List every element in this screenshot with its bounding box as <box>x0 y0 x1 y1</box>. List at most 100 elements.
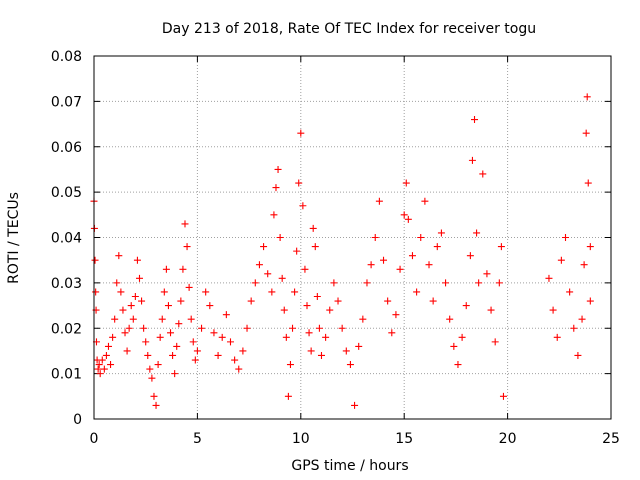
data-point <box>171 370 179 378</box>
data-point <box>169 351 177 359</box>
data-point <box>402 179 410 187</box>
data-point <box>315 324 323 332</box>
data-point <box>189 338 197 346</box>
data-point <box>586 297 594 305</box>
data-point <box>363 279 371 287</box>
data-point <box>92 288 100 296</box>
data-point <box>91 256 99 264</box>
data-point <box>400 211 408 219</box>
y-tick-label: 0.03 <box>51 276 82 292</box>
data-point <box>164 302 172 310</box>
data-point <box>218 333 226 341</box>
data-point <box>117 288 125 296</box>
data-point <box>268 288 276 296</box>
data-points <box>90 93 594 409</box>
data-point <box>317 351 325 359</box>
data-point <box>421 197 429 205</box>
data-point <box>284 392 292 400</box>
data-point <box>371 234 379 241</box>
data-point <box>473 229 481 237</box>
data-point <box>146 365 154 373</box>
data-point <box>413 288 421 296</box>
data-point <box>125 324 133 332</box>
data-point <box>425 261 433 269</box>
data-point <box>239 347 247 355</box>
data-point <box>198 324 206 332</box>
data-point <box>115 252 123 260</box>
data-point <box>322 333 330 341</box>
data-point <box>131 292 139 300</box>
data-point <box>334 297 342 305</box>
data-point <box>367 261 375 269</box>
data-point <box>231 356 239 364</box>
data-point <box>109 333 117 341</box>
plot-frame <box>93 55 612 420</box>
data-point <box>574 351 582 359</box>
data-point <box>326 306 334 314</box>
y-tick-label: 0.06 <box>51 140 82 156</box>
data-point <box>346 361 354 369</box>
data-point <box>111 315 119 323</box>
data-point <box>303 302 311 310</box>
data-point <box>297 129 305 137</box>
data-point <box>471 116 479 124</box>
data-point <box>466 252 474 260</box>
data-point <box>113 279 121 287</box>
data-point <box>289 324 297 332</box>
data-point <box>95 361 103 369</box>
data-point <box>202 288 210 296</box>
data-point <box>338 324 346 332</box>
data-point <box>437 229 445 237</box>
data-point <box>274 165 282 173</box>
data-point <box>545 274 553 282</box>
data-point <box>123 347 131 355</box>
data-point <box>282 333 290 341</box>
data-point <box>175 320 183 328</box>
data-point <box>570 324 578 332</box>
data-point <box>580 261 588 269</box>
data-point <box>305 329 313 337</box>
data-point <box>272 184 280 192</box>
data-point <box>167 329 175 337</box>
data-point <box>351 401 359 409</box>
data-point <box>384 297 392 305</box>
x-axis-label: GPS time / hours <box>291 458 408 474</box>
data-point <box>487 306 495 314</box>
data-point <box>299 202 307 210</box>
data-point <box>462 302 470 310</box>
data-point <box>408 252 416 260</box>
data-point <box>429 297 437 305</box>
data-point <box>483 270 491 278</box>
data-point <box>152 401 160 409</box>
data-point <box>442 279 450 287</box>
data-point <box>586 243 594 251</box>
data-point <box>497 243 505 251</box>
data-point <box>276 234 284 241</box>
data-point <box>557 256 565 264</box>
data-point <box>286 361 294 369</box>
data-point <box>102 351 110 359</box>
chart-title: Day 213 of 2018, Rate Of TEC Index for r… <box>162 21 536 37</box>
data-point <box>144 351 152 359</box>
data-point <box>475 279 483 287</box>
data-point <box>342 347 350 355</box>
data-point <box>206 302 214 310</box>
data-point <box>417 234 425 241</box>
data-point <box>388 329 396 337</box>
data-point <box>148 374 156 382</box>
data-point <box>375 197 383 205</box>
data-point <box>226 338 234 346</box>
data-point <box>458 333 466 341</box>
data-point <box>301 265 309 273</box>
data-point <box>181 220 189 228</box>
data-point <box>100 365 108 373</box>
data-point <box>98 356 106 364</box>
y-tick-label: 0.04 <box>51 231 82 247</box>
data-point <box>264 270 272 278</box>
data-point <box>127 302 135 310</box>
data-point <box>247 297 255 305</box>
data-point <box>191 356 199 364</box>
data-point <box>562 234 570 241</box>
data-point <box>479 170 487 178</box>
